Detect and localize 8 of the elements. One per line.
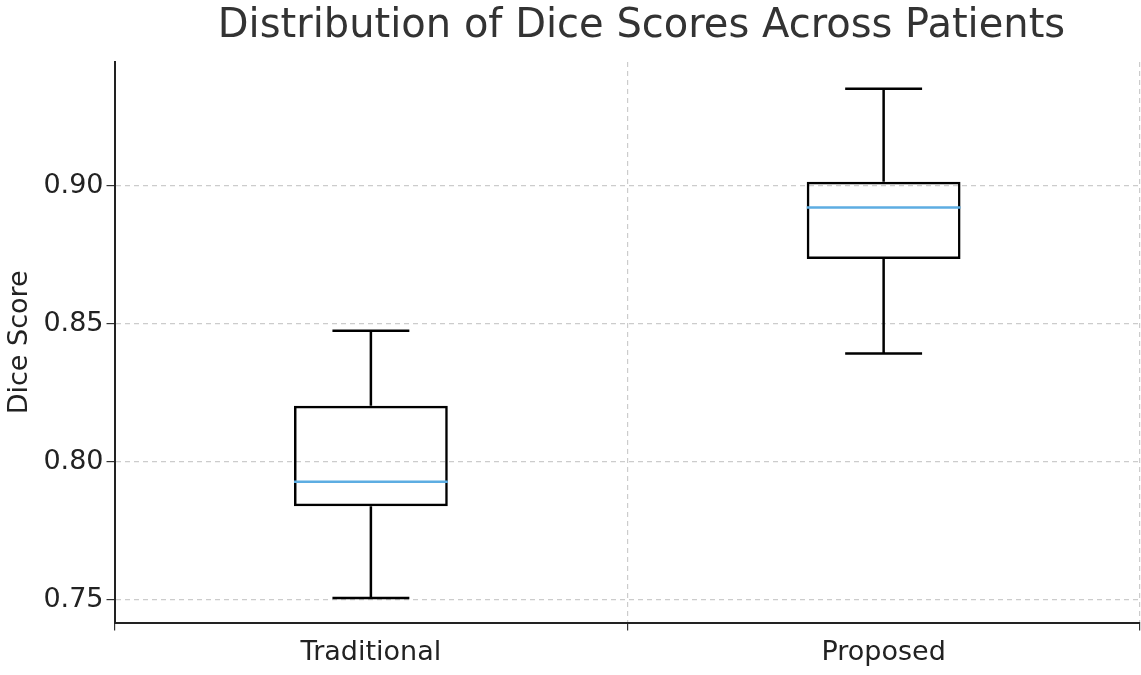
y-tick-label: 0.80 xyxy=(43,443,104,475)
y-tick-label: 0.90 xyxy=(43,167,104,199)
y-axis-title: Dice Score xyxy=(2,270,34,415)
y-tick-label: 0.85 xyxy=(43,305,104,337)
chart-title: Distribution of Dice Scores Across Patients xyxy=(216,0,1067,46)
x-tick-label: Traditional xyxy=(299,634,442,666)
x-tick-label: Proposed xyxy=(821,634,946,666)
y-tick-label: 0.75 xyxy=(43,581,104,613)
